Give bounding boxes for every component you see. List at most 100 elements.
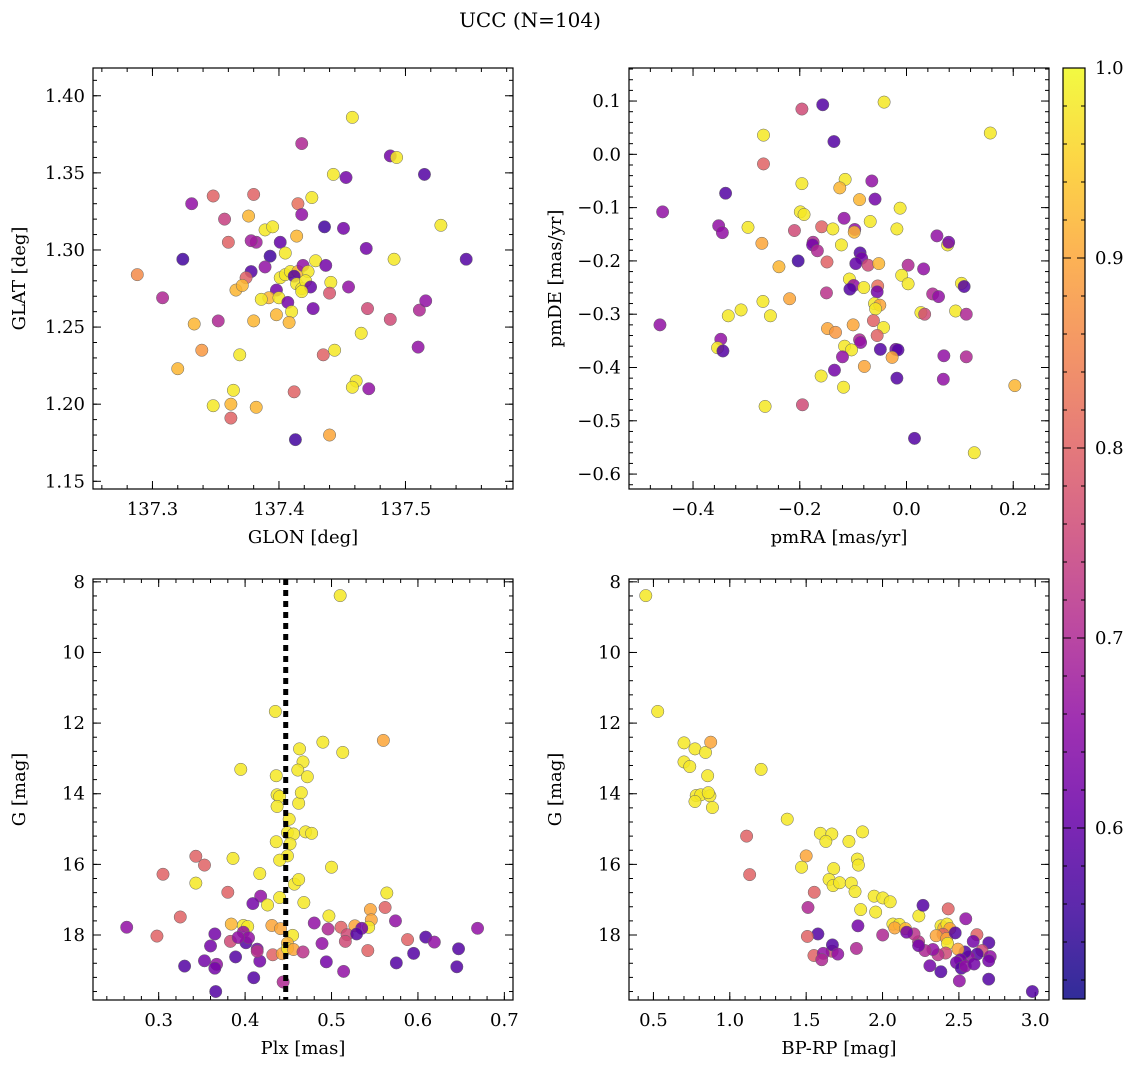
data-point — [856, 825, 869, 839]
data-point — [269, 835, 283, 849]
data-point — [336, 745, 350, 759]
data-point — [185, 197, 199, 211]
x-tick-label: 0.4 — [231, 1010, 260, 1031]
colorbar-frame — [1062, 67, 1086, 1000]
data-point — [270, 800, 284, 813]
data-point — [247, 971, 261, 985]
data-point — [318, 220, 331, 234]
data-point — [795, 398, 809, 412]
data-point — [982, 972, 996, 986]
data-point — [967, 957, 981, 971]
colorbar-tick-label: 1.0 — [1095, 58, 1124, 79]
colorbar-tick-label: 0.8 — [1095, 438, 1124, 459]
y-tick-label: −0.2 — [577, 251, 621, 272]
x-axis-label: GLON [deg] — [248, 527, 358, 548]
x-tick-label: 2.5 — [945, 1010, 974, 1031]
data-point — [799, 849, 813, 863]
data-point — [293, 742, 306, 756]
x-tick-label: 0.6 — [404, 1010, 433, 1031]
data-point — [234, 762, 248, 776]
data-point — [757, 128, 770, 142]
data-point — [316, 348, 330, 362]
y-tick-label: 1.20 — [45, 394, 85, 415]
data-point — [273, 235, 287, 249]
data-point — [815, 220, 829, 234]
data-point — [677, 736, 691, 750]
data-point — [120, 920, 134, 934]
y-tick-label: 10 — [598, 642, 621, 663]
data-point — [758, 399, 772, 413]
data-point — [339, 171, 353, 184]
colorbar: 0.6 0.7 0.8 0.9 1.0 — [1062, 58, 1124, 1000]
data-point — [865, 174, 879, 188]
data-point — [268, 704, 282, 718]
panel-sky: 137.3 137.4 137.5 1.15 1.20 1.25 1.30 1.35 1.40 G… — [9, 67, 514, 548]
data-point — [810, 244, 824, 258]
data-point — [952, 974, 966, 988]
data-point — [350, 927, 364, 941]
data-point — [857, 359, 871, 373]
data-point — [870, 329, 884, 342]
data-point — [285, 305, 299, 319]
data-point — [756, 294, 770, 308]
data-point — [849, 941, 863, 955]
data-point — [800, 929, 814, 943]
x-tick-label: 137.4 — [253, 499, 305, 520]
axes-frame — [628, 578, 1050, 1001]
x-tick-label: −0.4 — [671, 499, 715, 520]
data-point — [801, 901, 815, 914]
axes-frame — [628, 67, 1050, 490]
data-point — [361, 944, 375, 958]
x-tick-label: 1.0 — [715, 1010, 744, 1031]
data-point — [273, 853, 287, 867]
data-point — [705, 801, 719, 814]
data-point — [411, 340, 425, 354]
data-point — [872, 257, 886, 271]
data-point — [231, 931, 245, 944]
data-point — [419, 294, 433, 308]
data-point — [290, 229, 304, 243]
data-point — [704, 735, 718, 749]
data-point — [229, 950, 243, 964]
data-point — [688, 795, 702, 808]
points-cmd — [639, 589, 1039, 998]
data-point — [936, 372, 950, 386]
x-axis-label: BP-RP [mag] — [781, 1038, 896, 1059]
data-point — [328, 343, 342, 357]
data-point — [1008, 379, 1022, 393]
data-point — [337, 964, 351, 978]
x-tick-label: 137.5 — [380, 499, 432, 520]
data-point — [870, 285, 884, 299]
data-point — [244, 234, 258, 248]
data-point — [923, 959, 937, 973]
data-point — [306, 302, 320, 316]
x-tick-label: −0.2 — [778, 499, 822, 520]
data-point — [233, 348, 247, 362]
data-point — [966, 934, 980, 948]
data-point — [868, 192, 882, 206]
data-point — [226, 383, 240, 397]
panel-plx: 0.3 0.4 0.5 0.6 0.7 8 10 12 14 16 18 Plx [mas] G [ma… — [9, 572, 519, 1059]
y-tick-label: 10 — [62, 642, 85, 663]
y-tick-label: −0.4 — [577, 357, 621, 378]
colorbar-tick-label: 0.9 — [1095, 248, 1124, 269]
data-point — [221, 235, 235, 249]
y-tick-label: 12 — [598, 713, 621, 734]
data-point — [291, 763, 305, 777]
data-point — [224, 411, 238, 425]
data-point — [226, 851, 240, 865]
data-point — [934, 965, 948, 979]
colorbar-tick-label: 0.6 — [1095, 818, 1124, 839]
data-point — [390, 150, 404, 164]
data-point — [459, 252, 473, 266]
axes-frame — [92, 578, 514, 1001]
colorbar-fill — [1063, 68, 1085, 999]
data-point — [791, 254, 805, 268]
data-point — [849, 257, 863, 271]
data-point — [242, 209, 256, 223]
panels: 137.3 137.4 137.5 1.15 1.20 1.25 1.30 1.35 1.40 G… — [9, 67, 1050, 1059]
data-point — [982, 954, 996, 968]
y-tick-label: 0.0 — [592, 144, 621, 165]
data-point — [471, 921, 485, 935]
